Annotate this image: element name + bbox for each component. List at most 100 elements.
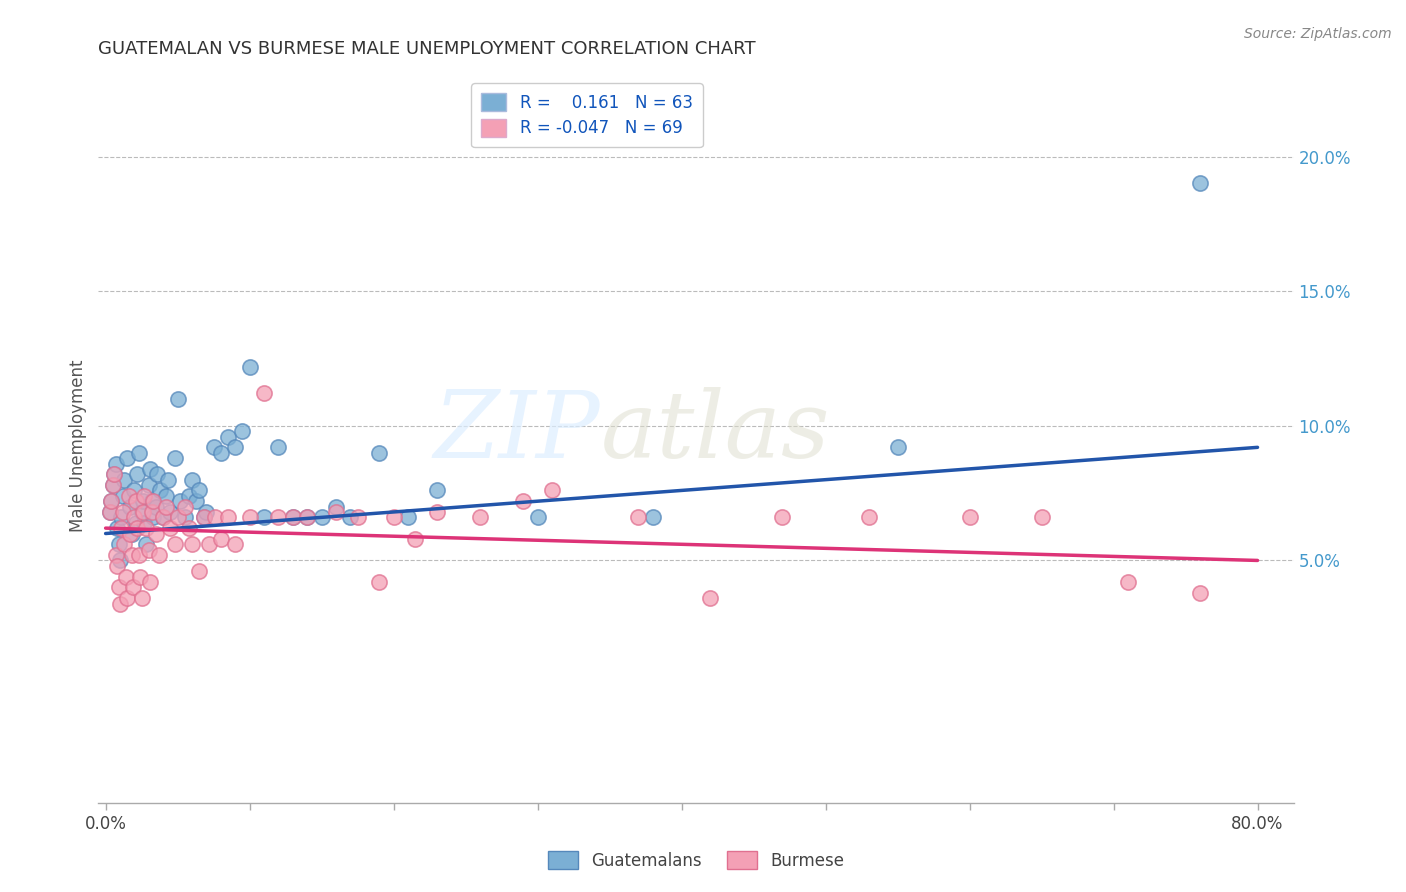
- Point: [111, 505, 134, 519]
- Point: [138, 542, 160, 557]
- Point: [163, 537, 186, 551]
- Point: [120, 526, 142, 541]
- Point: [169, 494, 191, 508]
- Point: [134, 489, 156, 503]
- Text: GUATEMALAN VS BURMESE MALE UNEMPLOYMENT CORRELATION CHART: GUATEMALAN VS BURMESE MALE UNEMPLOYMENT …: [98, 40, 756, 58]
- Text: atlas: atlas: [600, 387, 830, 476]
- Point: [100, 494, 122, 508]
- Point: [124, 510, 146, 524]
- Point: [295, 510, 318, 524]
- Point: [512, 494, 534, 508]
- Point: [198, 537, 221, 551]
- Point: [1031, 510, 1053, 524]
- Point: [104, 548, 127, 562]
- Point: [124, 483, 146, 498]
- Point: [121, 526, 143, 541]
- Point: [104, 457, 127, 471]
- Point: [118, 489, 141, 503]
- Point: [204, 510, 226, 524]
- Point: [98, 505, 121, 519]
- Point: [311, 510, 333, 524]
- Point: [202, 441, 225, 455]
- Point: [149, 483, 172, 498]
- Point: [134, 516, 156, 530]
- Point: [159, 521, 181, 535]
- Point: [181, 473, 204, 487]
- Point: [1188, 177, 1211, 191]
- Y-axis label: Male Unemployment: Male Unemployment: [69, 359, 87, 533]
- Point: [152, 510, 174, 524]
- Point: [146, 467, 169, 482]
- Point: [108, 597, 131, 611]
- Point: [188, 483, 211, 498]
- Point: [145, 526, 167, 541]
- Point: [281, 510, 304, 524]
- Point: [111, 489, 134, 503]
- Point: [135, 521, 157, 535]
- Point: [179, 521, 201, 535]
- Point: [98, 505, 121, 519]
- Point: [209, 532, 232, 546]
- Point: [156, 473, 179, 487]
- Point: [267, 510, 290, 524]
- Point: [541, 483, 564, 498]
- Point: [105, 558, 128, 573]
- Point: [627, 510, 650, 524]
- Legend: Guatemalans, Burmese: Guatemalans, Burmese: [541, 845, 851, 877]
- Point: [325, 505, 347, 519]
- Point: [426, 505, 449, 519]
- Point: [128, 446, 150, 460]
- Point: [163, 451, 186, 466]
- Point: [173, 500, 195, 514]
- Point: [181, 537, 204, 551]
- Point: [101, 478, 124, 492]
- Point: [239, 510, 262, 524]
- Point: [121, 548, 143, 562]
- Text: ZIP: ZIP: [433, 387, 600, 476]
- Point: [193, 510, 215, 524]
- Point: [166, 510, 188, 524]
- Point: [253, 510, 276, 524]
- Point: [267, 441, 290, 455]
- Point: [131, 591, 153, 606]
- Point: [139, 462, 162, 476]
- Point: [209, 446, 232, 460]
- Point: [127, 467, 149, 482]
- Point: [468, 510, 491, 524]
- Point: [100, 494, 122, 508]
- Point: [127, 521, 149, 535]
- Point: [404, 532, 426, 546]
- Point: [141, 505, 163, 519]
- Point: [139, 574, 162, 589]
- Point: [132, 494, 155, 508]
- Point: [142, 494, 165, 508]
- Point: [186, 494, 208, 508]
- Point: [526, 510, 548, 524]
- Point: [1116, 574, 1139, 589]
- Point: [120, 500, 142, 514]
- Point: [125, 494, 148, 508]
- Point: [173, 510, 195, 524]
- Point: [115, 451, 138, 466]
- Point: [959, 510, 981, 524]
- Point: [231, 424, 253, 438]
- Point: [128, 548, 150, 562]
- Point: [152, 510, 174, 524]
- Point: [166, 392, 188, 406]
- Point: [155, 500, 177, 514]
- Point: [325, 500, 347, 514]
- Point: [142, 510, 165, 524]
- Point: [179, 489, 201, 503]
- Point: [138, 478, 160, 492]
- Point: [141, 494, 163, 508]
- Point: [115, 591, 138, 606]
- Point: [217, 510, 239, 524]
- Point: [107, 580, 129, 594]
- Point: [105, 521, 128, 535]
- Point: [396, 510, 419, 524]
- Point: [224, 441, 246, 455]
- Point: [224, 537, 246, 551]
- Point: [382, 510, 405, 524]
- Point: [368, 574, 391, 589]
- Point: [217, 429, 239, 443]
